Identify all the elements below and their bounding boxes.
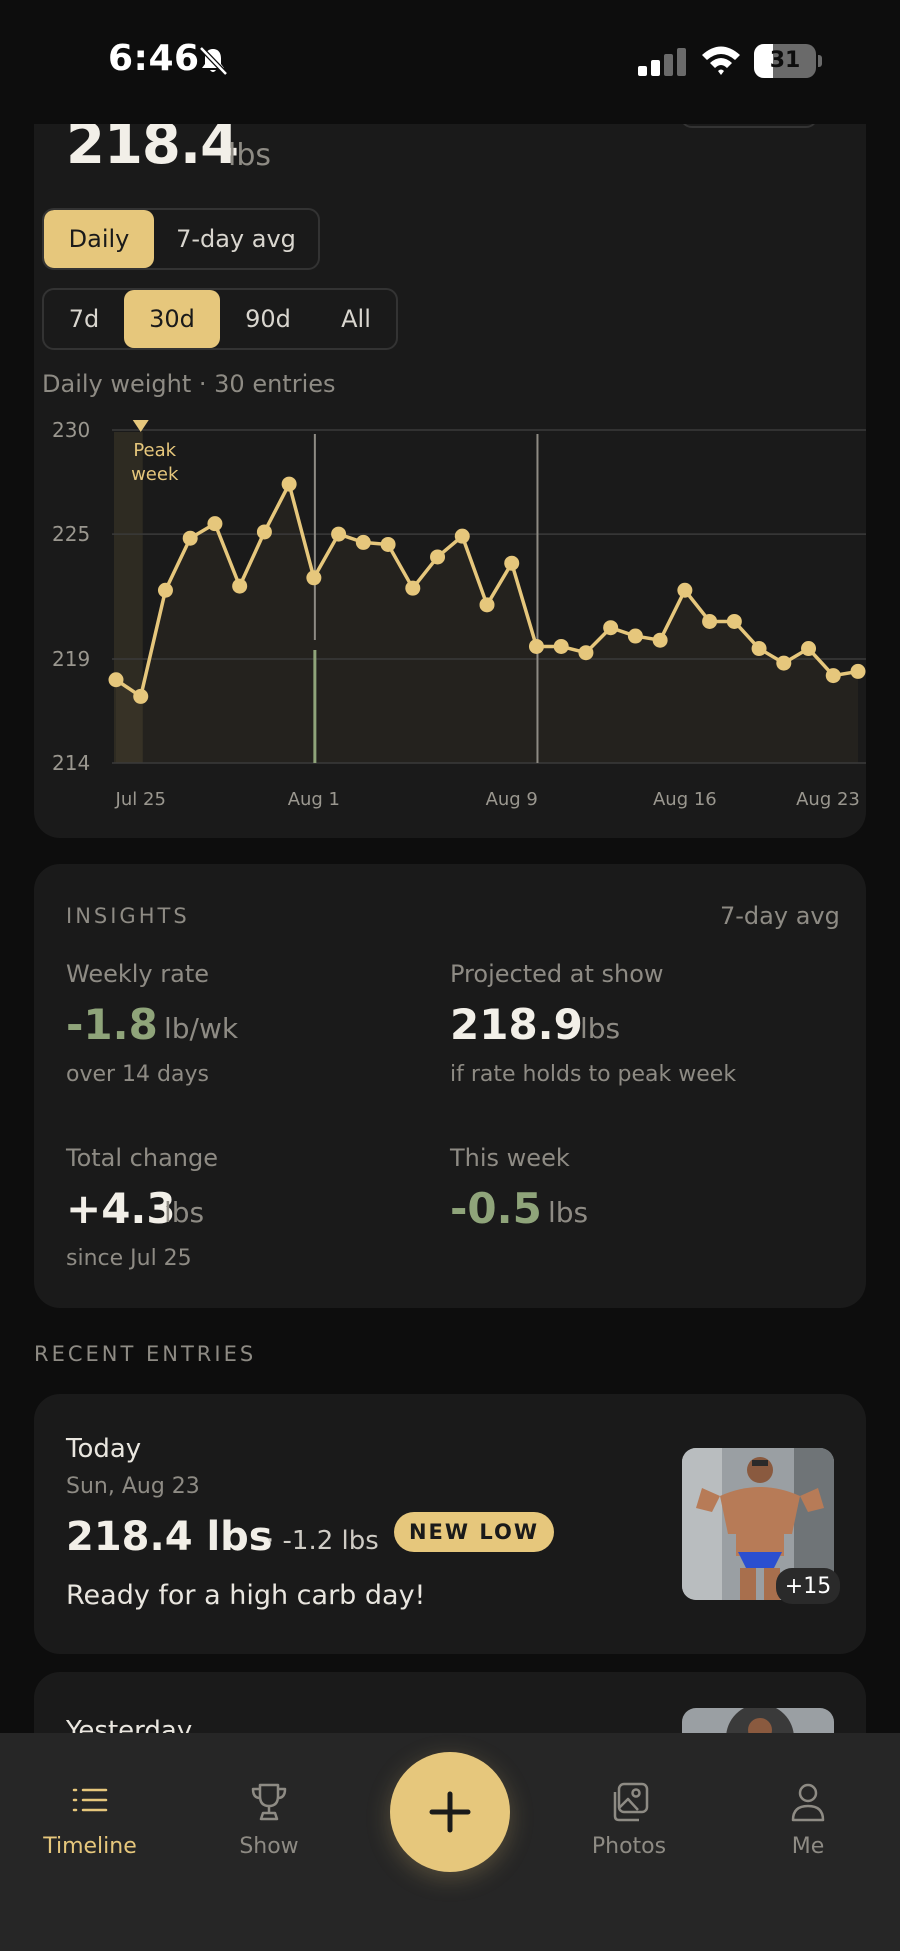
bell-off-icon: [199, 46, 228, 76]
entry-date: Sun, Aug 23: [66, 1474, 200, 1499]
range-option-90d[interactable]: 90d: [245, 305, 291, 333]
status-bar: 6:46 31: [0, 0, 900, 124]
range-option-7d[interactable]: 7d: [68, 305, 100, 333]
weekly-rate-value: -1.8: [66, 1000, 158, 1049]
mode-option-daily[interactable]: Daily: [44, 210, 154, 268]
nav-label-show: Show: [239, 1834, 299, 1859]
nav-item-timeline[interactable]: Timeline: [30, 1780, 150, 1870]
nav-label-photos: Photos: [591, 1834, 667, 1859]
entry-delta: · -1.2 lbs: [266, 1526, 379, 1556]
nav-label-timeline: Timeline: [43, 1834, 137, 1859]
projected-value: 218.9: [450, 1000, 583, 1049]
range-option-all[interactable]: All: [341, 305, 371, 333]
add-entry-button[interactable]: [390, 1752, 510, 1872]
this-week-unit: lbs: [548, 1196, 589, 1229]
mode-toggle: Daily 7-day avg: [42, 208, 320, 270]
range-toggle: 7d 30d 90d All: [42, 288, 398, 350]
insights-card: [34, 864, 866, 1308]
nav-item-photos[interactable]: Photos: [569, 1780, 689, 1870]
total-change-value: +4.3: [66, 1184, 176, 1233]
list-icon: [72, 1788, 108, 1812]
battery-indicator: 31: [754, 44, 822, 78]
trophy-icon: [251, 1783, 287, 1821]
this-week-label: This week: [450, 1144, 570, 1172]
weekly-rate-sub: over 14 days: [66, 1062, 209, 1087]
weight-chart-card: [34, 84, 866, 838]
projected-unit: lbs: [580, 1012, 621, 1045]
entry-day: Today: [66, 1434, 142, 1464]
projected-label: Projected at show: [450, 960, 664, 988]
entry-weight: 218.4 lbs: [66, 1514, 273, 1560]
battery-percent: 31: [769, 48, 801, 73]
photos-icon: [613, 1782, 649, 1822]
weekly-rate-unit: lb/wk: [164, 1012, 239, 1045]
new-low-badge: NEW LOW: [394, 1512, 554, 1552]
insights-mode[interactable]: 7-day avg: [720, 902, 840, 930]
chart-caption: Daily weight · 30 entries: [42, 370, 336, 398]
entry-note: Ready for a high carb day!: [66, 1580, 426, 1611]
total-change-sub: since Jul 25: [66, 1246, 192, 1271]
range-option-30d[interactable]: 30d: [124, 290, 220, 348]
plus-icon: [429, 1791, 471, 1833]
total-change-unit: lbs: [164, 1196, 205, 1229]
this-week-value: -0.5: [450, 1184, 542, 1233]
recent-entries-title: RECENT ENTRIES: [34, 1342, 257, 1366]
battery-fill: [754, 44, 774, 78]
photo-count-badge: +15: [776, 1568, 840, 1604]
status-time: 6:46: [108, 38, 200, 79]
current-weight-unit: lbs: [228, 138, 272, 173]
nav-label-me: Me: [791, 1834, 825, 1859]
wifi-icon: [702, 46, 740, 75]
total-change-label: Total change: [66, 1144, 219, 1172]
nav-item-me[interactable]: Me: [748, 1780, 868, 1870]
mode-option-7-day-avg[interactable]: 7-day avg: [176, 225, 296, 253]
weekly-rate-label: Weekly rate: [66, 960, 210, 988]
person-icon: [791, 1783, 825, 1822]
nav-item-show[interactable]: Show: [209, 1780, 329, 1870]
insights-title: INSIGHTS: [66, 904, 190, 928]
cellular-signal-icon: [638, 48, 686, 76]
projected-sub: if rate holds to peak week: [450, 1062, 737, 1087]
